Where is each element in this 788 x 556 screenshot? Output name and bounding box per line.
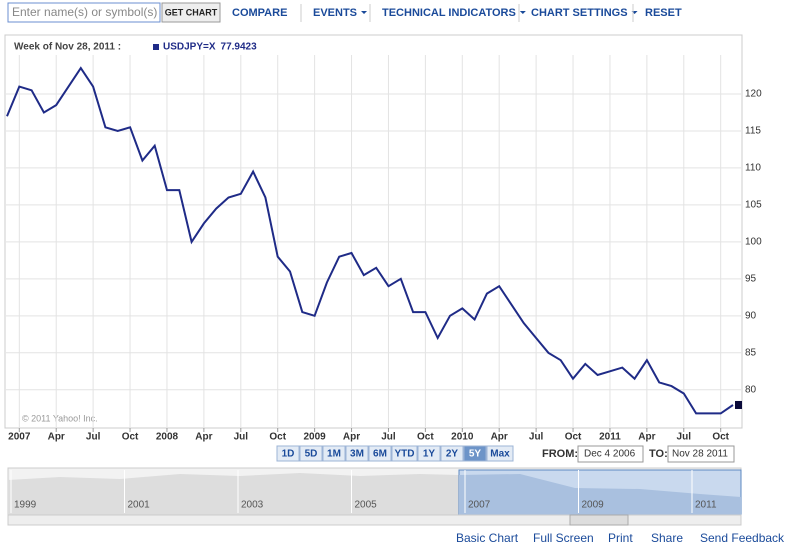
range-label: Max [490, 449, 510, 460]
to-label: TO: [649, 448, 668, 460]
footer-link[interactable]: Share [651, 531, 683, 545]
navigator-year: 2009 [582, 500, 605, 511]
scrollbar-thumb[interactable] [569, 514, 629, 526]
y-tick-label: 100 [745, 237, 762, 248]
legend-swatch [153, 44, 159, 50]
y-tick-label: 115 [745, 126, 761, 137]
x-tick-label: Apr [48, 432, 65, 443]
footer-link[interactable]: Full Screen [533, 531, 594, 545]
range-button[interactable] [368, 445, 392, 462]
range-label: 1Y [423, 449, 436, 460]
range-label: 5D [305, 449, 318, 460]
get-chart-label: GET CHART [165, 7, 218, 17]
x-tick-label: Oct [269, 432, 286, 443]
chart-header: Week of Nov 28, 2011 : [14, 42, 121, 53]
chart-frame [4, 34, 743, 429]
range-button[interactable] [345, 445, 369, 462]
from-input[interactable] [577, 445, 644, 463]
dropdown-arrow [519, 11, 526, 14]
x-tick-label: Oct [565, 432, 582, 443]
dropdown-arrow [361, 11, 368, 14]
range-button[interactable] [463, 445, 487, 462]
x-tick-label: Apr [343, 432, 360, 443]
x-tick-label: Oct [712, 432, 729, 443]
from-date: Dec 4 2006 [584, 449, 636, 460]
to-date: Nov 28 2011 [672, 449, 728, 460]
range-label: 6M [373, 449, 387, 460]
navigator-year: 2003 [241, 500, 264, 511]
x-tick-label: Oct [417, 432, 434, 443]
menu-item[interactable]: TECHNICAL INDICATORS [382, 7, 516, 19]
x-tick-label: 2011 [599, 432, 621, 443]
range-label: YTD [395, 449, 415, 460]
x-tick-label: 2008 [156, 432, 179, 443]
footer-link[interactable]: Print [608, 531, 633, 545]
range-label: 5Y [469, 449, 482, 460]
range-button[interactable] [276, 445, 300, 462]
search-box[interactable] [7, 2, 161, 23]
x-tick-label: Jul [529, 432, 544, 443]
x-tick-label: 2007 [8, 432, 31, 443]
navigator-year: 2005 [355, 500, 378, 511]
navigator-year: 2011 [695, 500, 717, 511]
range-button[interactable] [322, 445, 346, 462]
search-placeholder: Enter name(s) or symbol(s) [12, 5, 157, 19]
scrollbar[interactable] [7, 514, 742, 526]
x-tick-label: Jul [86, 432, 101, 443]
x-tick-label: Apr [638, 432, 655, 443]
x-tick-label: Jul [381, 432, 396, 443]
y-tick-label: 85 [745, 347, 757, 358]
to-input[interactable] [667, 445, 735, 463]
y-tick-label: 95 [745, 273, 757, 284]
x-tick-label: Oct [122, 432, 139, 443]
range-label: 1D [282, 449, 295, 460]
footer-link[interactable]: Send Feedback [700, 531, 785, 545]
last-point [735, 400, 742, 409]
get-chart-button[interactable] [161, 2, 221, 23]
menu-item[interactable]: EVENTS [313, 7, 357, 19]
range-label: 1M [327, 449, 341, 460]
copyright: © 2011 Yahoo! Inc. [22, 413, 98, 423]
y-tick-label: 105 [745, 200, 762, 211]
range-button[interactable] [417, 445, 441, 462]
menu-item[interactable]: COMPARE [232, 7, 287, 19]
legend-name: USDJPY=X [163, 42, 216, 53]
from-label: FROM: [542, 448, 578, 460]
range-button[interactable] [391, 445, 418, 462]
x-tick-label: Jul [677, 432, 692, 443]
legend-value: 77.9423 [221, 42, 258, 53]
y-tick-label: 90 [745, 310, 757, 321]
x-tick-label: Jul [234, 432, 249, 443]
footer-link[interactable]: Basic Chart [456, 531, 519, 545]
price-line [6, 66, 734, 415]
range-label: 3M [350, 449, 364, 460]
range-label: 2Y [446, 449, 459, 460]
navigator-year: 1999 [14, 500, 37, 511]
dropdown-arrow [631, 11, 638, 14]
range-button[interactable] [486, 445, 514, 462]
navigator-area [8, 473, 459, 515]
navigator-year: 2001 [128, 500, 151, 511]
y-tick-label: 110 [745, 163, 761, 174]
x-tick-label: Apr [491, 432, 508, 443]
y-tick-label: 80 [745, 384, 757, 395]
menu-item[interactable]: RESET [645, 7, 682, 19]
x-tick-label: 2009 [304, 432, 327, 443]
navigator-year: 2007 [468, 500, 491, 511]
range-button[interactable] [299, 445, 323, 462]
y-tick-label: 120 [745, 89, 762, 100]
navigator-selection-area [459, 474, 741, 515]
menu-item[interactable]: CHART SETTINGS [531, 7, 628, 19]
x-tick-label: Apr [195, 432, 212, 443]
x-tick-label: 2010 [451, 432, 474, 443]
range-button[interactable] [440, 445, 464, 462]
